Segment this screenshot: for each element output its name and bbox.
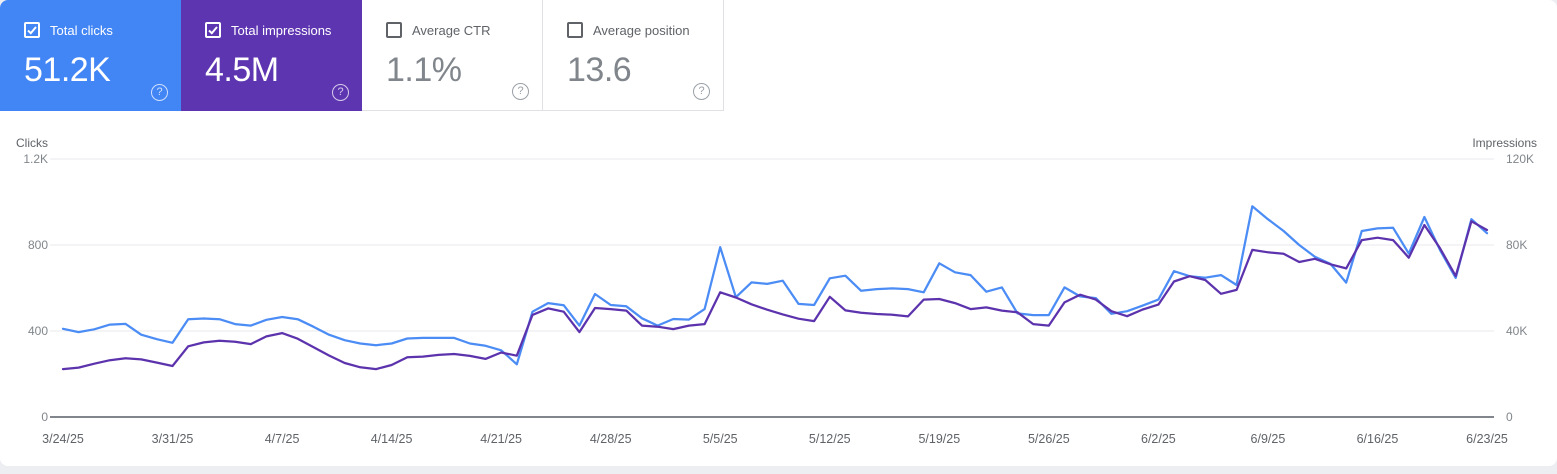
x-tick-label: 6/9/25: [1251, 432, 1286, 446]
card-label: Total impressions: [231, 22, 332, 38]
right-axis-tick-label: 80K: [1506, 238, 1527, 252]
total-clicks-line: [61, 205, 1489, 366]
checkbox-total-clicks-icon[interactable]: [24, 22, 40, 38]
card-average-position[interactable]: Average position 13.6 ?: [543, 0, 724, 111]
card-value: 1.1%: [386, 51, 462, 89]
checkbox-total-impressions-icon[interactable]: [205, 22, 221, 38]
left-axis-tick-label: 1.2K: [23, 152, 48, 166]
checkbox-average-position-icon[interactable]: [567, 22, 583, 38]
card-value: 4.5M: [205, 51, 279, 89]
x-tick-label: 5/12/25: [809, 432, 851, 446]
card-total-impressions[interactable]: Total impressions 4.5M ?: [181, 0, 362, 111]
right-axis-tick-label: 120K: [1506, 152, 1534, 166]
card-label: Average CTR: [412, 22, 491, 38]
left-axis-tick-label: 800: [28, 238, 48, 252]
total-impressions-line: [61, 220, 1489, 371]
x-tick-label: 6/16/25: [1357, 432, 1399, 446]
checkmark-icon: [208, 26, 218, 35]
checkbox-average-ctr-icon[interactable]: [386, 22, 402, 38]
metric-cards: Total clicks 51.2K ? Total impressions 4…: [0, 0, 1557, 111]
card-header: Total impressions: [205, 22, 362, 38]
performance-chart: Clicks Impressions 1.2K 800 400 0 120K 80K 40K 0 3…: [16, 136, 1537, 446]
left-axis-tick-label: 400: [28, 324, 48, 338]
x-tick-label: 4/21/25: [480, 432, 522, 446]
card-header: Average position: [567, 22, 723, 38]
right-axis-title: Impressions: [1472, 136, 1537, 150]
help-icon[interactable]: ?: [151, 84, 168, 101]
checkmark-icon: [27, 26, 37, 35]
x-tick-label: 6/23/25: [1466, 432, 1508, 446]
x-tick-label: 6/2/25: [1141, 432, 1176, 446]
left-axis-tick-label: 0: [41, 410, 48, 424]
card-value: 13.6: [567, 51, 632, 89]
x-tick-label: 5/26/25: [1028, 432, 1070, 446]
x-tick-label: 5/5/25: [703, 432, 738, 446]
help-icon[interactable]: ?: [512, 83, 529, 100]
left-axis-title: Clicks: [16, 136, 48, 150]
right-axis-tick-label: 0: [1506, 410, 1513, 424]
card-average-ctr[interactable]: Average CTR 1.1% ?: [362, 0, 543, 111]
card-header: Average CTR: [386, 22, 542, 38]
x-tick-label: 5/19/25: [918, 432, 960, 446]
help-icon[interactable]: ?: [332, 84, 349, 101]
x-tick-label: 4/7/25: [265, 432, 300, 446]
help-icon[interactable]: ?: [693, 83, 710, 100]
card-value: 51.2K: [24, 51, 111, 89]
card-label: Average position: [593, 22, 690, 38]
x-tick-label: 3/24/25: [42, 432, 84, 446]
x-tick-label: 4/14/25: [371, 432, 413, 446]
x-tick-label: 4/28/25: [590, 432, 632, 446]
chart-section: Clicks Impressions 1.2K 800 400 0 120K 80K 40K 0 3…: [0, 111, 1557, 466]
card-label: Total clicks: [50, 22, 113, 38]
x-tick-label: 3/31/25: [152, 432, 194, 446]
card-header: Total clicks: [24, 22, 181, 38]
right-axis-tick-label: 40K: [1506, 324, 1527, 338]
card-total-clicks[interactable]: Total clicks 51.2K ?: [0, 0, 181, 111]
